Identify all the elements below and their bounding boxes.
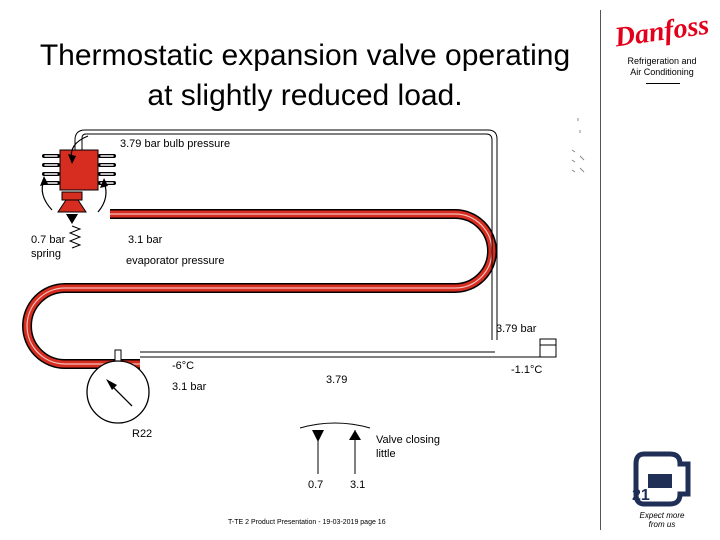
balance-top-label: 3.79 [326,374,348,386]
slogan-line-1: Expect more [639,511,685,520]
title-line-1: Thermostatic expansion valve operating [39,39,571,72]
footer-text: T-TE 2 Product Presentation - 19-03-2019… [228,519,386,526]
slogan-line-2: from us [648,520,676,529]
brand-underline [646,83,680,84]
outlet-pressure-label: 3.79 bar [496,323,537,335]
brand-subtitle: Refrigeration and Air Conditioning [612,56,712,78]
valve-body [57,191,87,224]
brand-logo: Danfoss [612,10,712,55]
force-arrows [40,135,108,213]
svg-text:21: 21 [632,487,650,504]
pressure-gauge [86,349,150,424]
danfoss-emblem-icon: 21 [632,451,691,507]
balance-indicator [299,422,371,474]
evaporator-pipe [22,209,497,369]
edge-ticks [571,118,585,173]
valve-diagram [22,118,585,474]
evaporator-temp-label: -6°C [172,360,195,372]
evaporator-word-label: evaporator pressure [126,255,225,267]
brand-logo-text: Danfoss [612,10,711,50]
slide-title: Thermostatic expansion valve operating a… [10,36,600,116]
spring-value-label: 0.7 bar [31,234,66,246]
valve-state-line-1: Valve closing [376,434,440,446]
vertical-divider [600,10,601,530]
bulb-pressure-label: 3.79 bar bulb pressure [120,138,231,150]
title-line-2: at slightly reduced load. [147,79,463,112]
evaporator-value-label: 3.1 bar [128,234,163,246]
balance-right-label: 3.1 [350,479,366,491]
brand-slogan: Expect more from us [632,511,692,529]
balance-left-label: 0.7 [308,479,324,491]
capillary-tube [74,129,557,358]
bulb-temp-label: -1.1°C [511,364,543,376]
refrigerant-label: R22 [132,428,153,440]
brand-subtitle-line-1: Refrigeration and [627,56,697,66]
gauge-pressure-label: 3.1 bar [172,381,207,393]
spring-word-label: spring [31,248,61,260]
brand-subtitle-line-2: Air Conditioning [630,67,694,77]
valve-state-line-2: little [376,448,396,460]
spring-icon [68,225,82,249]
